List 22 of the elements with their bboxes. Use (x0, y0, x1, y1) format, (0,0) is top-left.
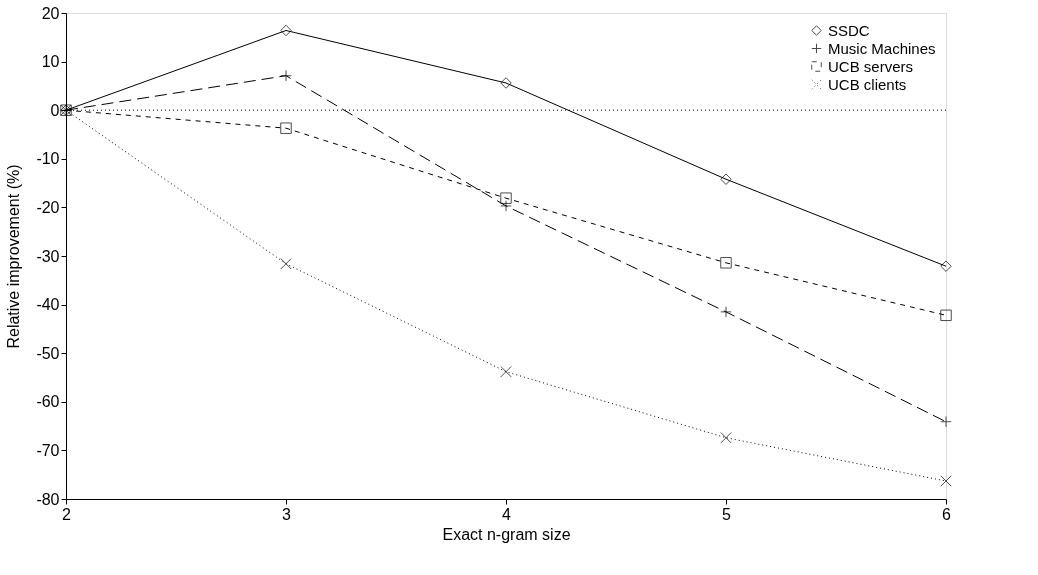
legend-label: Music Machines (828, 39, 936, 57)
y-tick-label: -70 (36, 441, 60, 459)
y-axis-title: Relative improvement (%) (5, 164, 23, 349)
y-tick-label: -40 (36, 296, 60, 314)
legend-label: UCB servers (828, 57, 914, 75)
y-tick-label: 20 (41, 4, 60, 22)
y-tick-label: 0 (50, 101, 60, 119)
x-tick-label: 6 (942, 505, 952, 523)
y-tick-label: -80 (36, 490, 60, 508)
legend-label: SSDC (828, 21, 870, 39)
y-tick-label: -30 (36, 247, 60, 265)
x-tick-label: 4 (502, 505, 512, 523)
x-tick-label: 2 (62, 505, 72, 523)
x-axis-title: Exact n-gram size (442, 525, 571, 543)
y-tick-label: -20 (36, 198, 60, 216)
x-tick-label: 5 (722, 505, 732, 523)
y-tick-label: 10 (41, 53, 60, 71)
y-tick-label: -60 (36, 393, 60, 411)
y-tick-label: -10 (36, 150, 60, 168)
y-tick-label: -50 (36, 344, 60, 362)
legend-label: UCB clients (828, 75, 907, 93)
x-tick-label: 3 (282, 505, 292, 523)
